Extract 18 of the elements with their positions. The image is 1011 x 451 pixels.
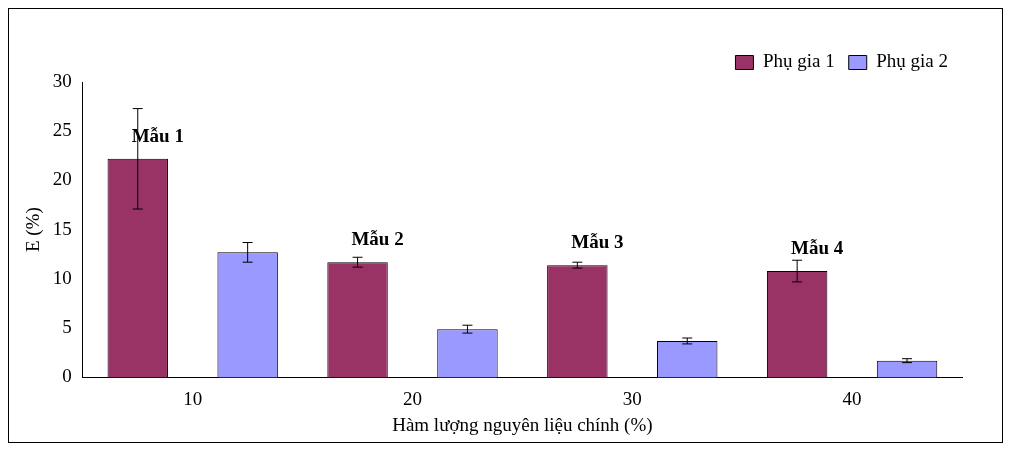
y-tick-label: 15 — [52, 217, 72, 239]
legend-label: Phụ gia 1 — [762, 50, 835, 72]
annotation: Mẫu 3 — [571, 231, 624, 253]
annotation: Mẫu 2 — [351, 228, 404, 250]
x-tick-label: 30 — [622, 387, 642, 409]
y-tick-label: 30 — [52, 69, 72, 91]
y-axis-title: E (%) — [22, 207, 45, 253]
y-tick-label: 5 — [62, 316, 72, 338]
x-axis-title: Hàm lượng nguyên liệu chính (%) — [392, 413, 653, 436]
x-tick-label: 20 — [403, 387, 422, 409]
legend-label: Phụ gia 2 — [876, 50, 948, 72]
x-tick-label: 10 — [183, 387, 203, 409]
y-tick-label: 0 — [62, 365, 72, 387]
y-tick-label: 10 — [52, 266, 72, 288]
y-tick-label: 25 — [52, 119, 72, 141]
y-tick-label: 20 — [52, 168, 72, 190]
annotation: Mẫu 4 — [791, 236, 844, 258]
x-tick-label: 40 — [842, 387, 862, 409]
